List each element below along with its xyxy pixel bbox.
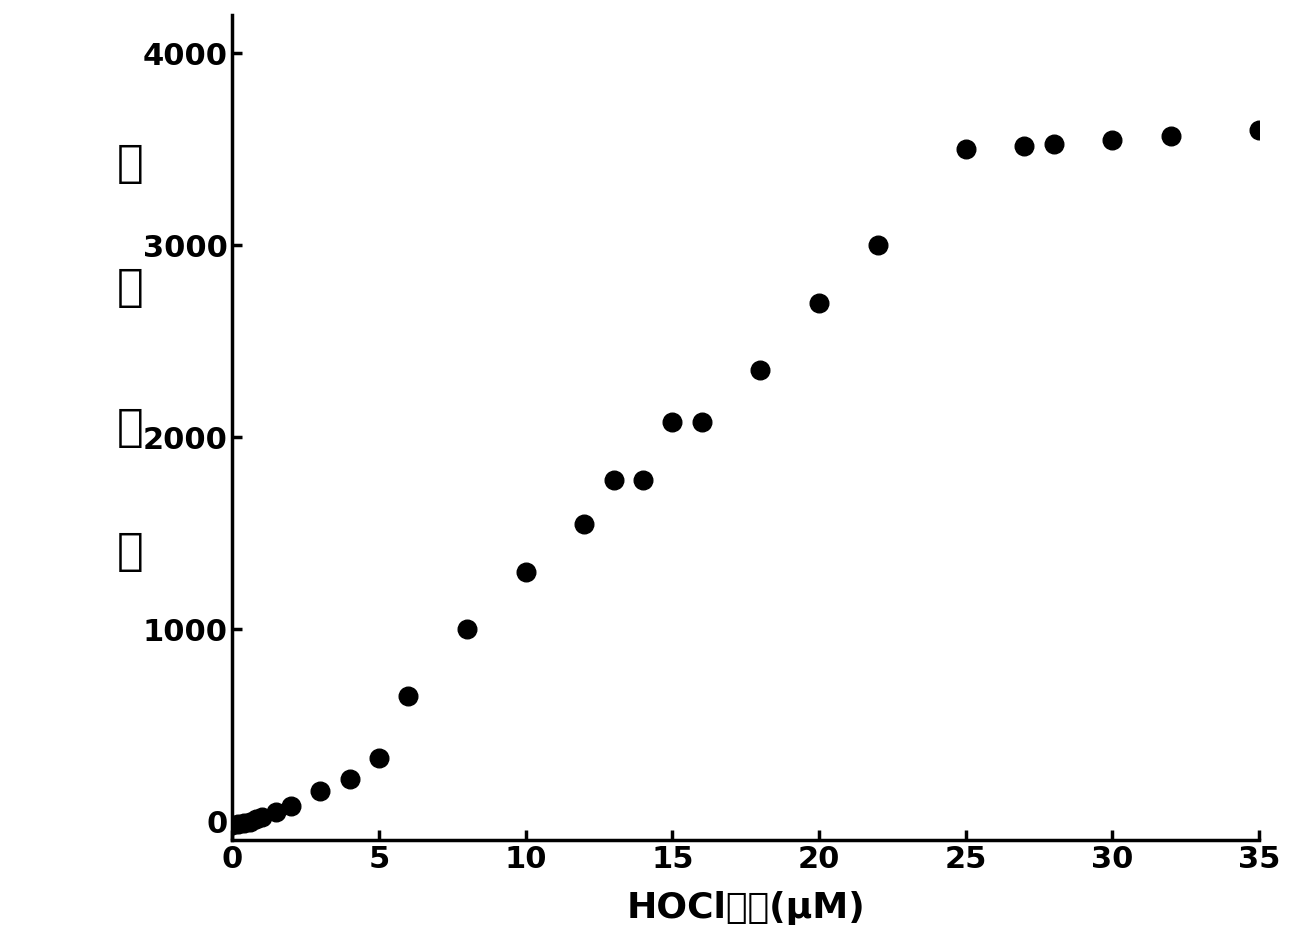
- Point: [1102, 133, 1123, 148]
- Point: [246, 812, 267, 827]
- Point: [1160, 129, 1181, 144]
- Text: 荧: 荧: [117, 142, 142, 185]
- Point: [221, 818, 242, 833]
- X-axis label: HOCl浓度(μM): HOCl浓度(μM): [627, 891, 865, 925]
- Point: [228, 817, 249, 832]
- Point: [251, 810, 272, 825]
- Point: [457, 621, 478, 636]
- Point: [868, 238, 888, 253]
- Point: [369, 750, 390, 765]
- Point: [692, 415, 712, 430]
- Point: [398, 689, 418, 704]
- Text: 度: 度: [117, 530, 142, 573]
- Point: [310, 783, 330, 798]
- Point: [233, 816, 254, 831]
- Point: [750, 363, 771, 378]
- Text: 光: 光: [117, 266, 142, 309]
- Point: [808, 295, 829, 310]
- Point: [574, 516, 594, 531]
- Point: [603, 472, 624, 487]
- Point: [1044, 136, 1064, 151]
- Point: [339, 772, 360, 787]
- Point: [265, 804, 286, 819]
- Point: [515, 564, 536, 579]
- Point: [662, 415, 682, 430]
- Point: [632, 472, 653, 487]
- Point: [281, 798, 302, 813]
- Point: [1014, 138, 1035, 153]
- Point: [956, 142, 976, 157]
- Text: 强: 强: [117, 406, 142, 449]
- Point: [1248, 122, 1269, 137]
- Point: [240, 815, 260, 830]
